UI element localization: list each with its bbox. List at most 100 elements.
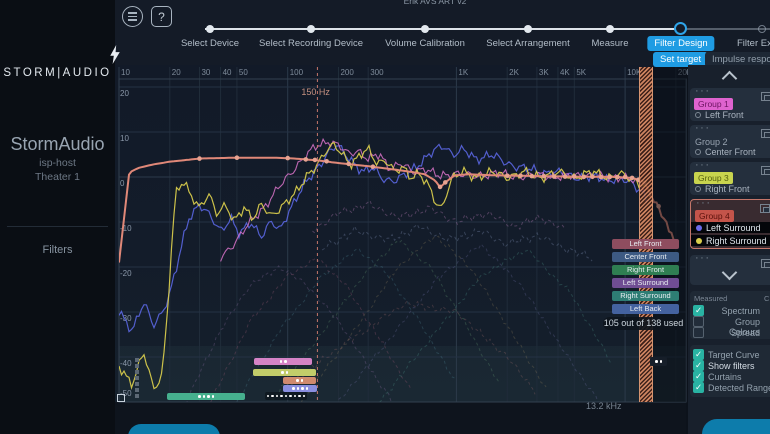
step-label-select-arrangement[interactable]: Select Arrangement — [486, 38, 570, 49]
channel-item-left-front[interactable]: Left Front — [695, 110, 744, 120]
plot-corner-marker[interactable] — [117, 394, 125, 402]
channel-item-right-front[interactable]: Right Front — [695, 184, 750, 194]
display-options-card: ✓ Target Curve ✓ Show filters ✓ Curtains ✓ Dete… — [690, 345, 770, 397]
panel-gap — [686, 65, 688, 434]
step-dot-select-recording-device[interactable] — [307, 25, 315, 33]
curtain-band[interactable] — [639, 67, 653, 402]
filter-bar-1[interactable] — [254, 358, 312, 365]
filter-bar-5[interactable] — [265, 392, 307, 400]
channel-color-dot — [696, 237, 702, 244]
step-label-measure[interactable]: Measure — [591, 38, 629, 49]
scroll-down-icon[interactable] — [724, 269, 735, 280]
option-row-spread: Spread — [690, 327, 770, 338]
corrected-column-header: C — [764, 294, 770, 303]
step-dot-filter-design[interactable] — [674, 22, 687, 35]
group-color-chip[interactable]: Group 3 — [694, 172, 733, 184]
curtain-frequency-label: 13.2 kHz — [586, 401, 622, 411]
legend-chip-left-front[interactable]: Left Front — [612, 239, 679, 249]
layers-icon[interactable] — [761, 166, 770, 175]
channel-item-center-front[interactable]: Center Front — [695, 147, 756, 157]
step-label-filter-design[interactable]: Filter Design — [647, 36, 715, 51]
step-label-select-recording-device[interactable]: Select Recording Device — [258, 38, 364, 49]
layers-icon[interactable] — [761, 259, 770, 268]
lightning-bolt-icon — [108, 45, 122, 69]
device-name: StormAudio — [10, 134, 105, 154]
checkbox-show-filters[interactable]: ✓ — [693, 360, 704, 371]
brand-wordmark: STORM|AUDIO — [3, 67, 112, 79]
option-row-target-curve: ✓ Target Curve — [690, 349, 770, 360]
checkbox-curtains[interactable]: ✓ — [693, 371, 704, 382]
help-button[interactable]: ? — [151, 6, 172, 27]
step-dot-select-arrangement[interactable] — [524, 25, 532, 33]
measurement-marker — [135, 376, 139, 380]
excluded-range-overlay — [651, 67, 686, 402]
step-dot-volume-calibration[interactable] — [421, 25, 429, 33]
subtab-set-target[interactable]: Set target — [653, 52, 709, 67]
step-dot-measure[interactable] — [606, 25, 614, 33]
sidebar-divider — [7, 226, 108, 227]
option-label: Show filters — [708, 361, 755, 371]
measurement-marker — [135, 382, 139, 386]
measured-column-header: Measured — [694, 294, 728, 303]
group-menu-icon[interactable]: ··· — [695, 252, 711, 264]
measurement-marker — [135, 364, 139, 368]
checkbox-spread[interactable] — [693, 327, 704, 338]
step-dot-select-device[interactable] — [206, 25, 214, 33]
filter-bar-0[interactable] — [167, 393, 245, 400]
speaker-ring-icon — [695, 112, 701, 118]
legend-chip-left-back[interactable]: Left Back — [612, 304, 679, 314]
device-theater: Theater 1 — [35, 171, 80, 183]
group-color-chip[interactable]: Group 1 — [694, 98, 733, 110]
checkbox-spectrum[interactable]: ✓ — [693, 305, 704, 316]
option-label: Detected Range — [708, 383, 770, 393]
scroll-up-icon[interactable] — [724, 71, 735, 82]
layers-icon[interactable] — [761, 129, 770, 138]
group-menu-icon[interactable]: ··· — [695, 159, 711, 171]
group-color-chip[interactable]: Group 4 — [695, 210, 734, 222]
measurement-marker — [135, 358, 139, 362]
step-label-filter-exp[interactable]: Filter Exp — [737, 38, 770, 49]
filter-bar-2[interactable] — [253, 369, 316, 376]
measurement-marker — [135, 388, 139, 392]
sidebar: STORM|AUDIO StormAudio isp-host Theater … — [0, 0, 120, 434]
group-menu-icon[interactable]: ··· — [695, 122, 711, 134]
legend-chip-left-surround[interactable]: Left Surround — [612, 278, 679, 288]
channel-label: Left Front — [705, 110, 744, 120]
channel-label: Center Front — [705, 147, 756, 157]
group-menu-icon[interactable]: ··· — [695, 85, 711, 97]
subtab-impulse-response[interactable]: Impulse response — [705, 52, 770, 67]
channel-label: Right Front — [705, 184, 750, 194]
sidebar-item-filters[interactable]: Filters — [42, 244, 73, 256]
back-button[interactable] — [128, 424, 220, 434]
legend-chip-right-front[interactable]: Right Front — [612, 265, 679, 275]
channel-item-left-surround[interactable]: Left Surround — [691, 222, 770, 233]
step-label-select-device[interactable]: Select Device — [180, 38, 240, 49]
step-dot-filter-exp[interactable] — [758, 25, 766, 33]
measured-options-card: Measured C ✓ Spectrum Group Colours Spread — [690, 291, 770, 339]
channel-item-right-surround[interactable]: Right Surround — [691, 235, 770, 246]
speaker-ring-icon — [695, 186, 701, 192]
step-label-volume-calibration[interactable]: Volume Calibration — [385, 38, 465, 49]
filter-bar-6[interactable] — [650, 357, 667, 366]
layers-icon[interactable] — [760, 204, 770, 213]
group-card-3[interactable]: ··· Group 3 Right Front — [690, 159, 770, 195]
checkbox-detected-range[interactable]: ✓ — [693, 382, 704, 393]
group-card-4[interactable]: ··· Group 4 Left Surround Right Surround — [690, 197, 770, 249]
group-card-2[interactable]: ··· Group 2 Center Front — [690, 122, 770, 158]
filter-bar-3[interactable] — [283, 377, 316, 384]
menu-button[interactable] — [122, 6, 143, 27]
filters-used-badge: 105 out of 138 used — [603, 317, 684, 330]
filter-bar-4[interactable] — [283, 385, 317, 392]
legend-chip-right-surround[interactable]: Right Surround — [612, 291, 679, 301]
legend-chip-center-front[interactable]: Center Front — [612, 252, 679, 262]
group-card-1[interactable]: ··· Group 1 Left Front — [690, 85, 770, 121]
group-menu-icon[interactable]: ··· — [696, 197, 712, 209]
checkbox-target-curve[interactable]: ✓ — [693, 349, 704, 360]
chart-background — [115, 65, 688, 402]
checkbox-group-colours[interactable] — [693, 316, 704, 327]
proceed-button[interactable] — [702, 419, 770, 434]
layers-icon[interactable] — [761, 92, 770, 101]
option-row-spectrum: ✓ Spectrum — [690, 305, 770, 316]
option-label: Curtains — [708, 372, 742, 382]
